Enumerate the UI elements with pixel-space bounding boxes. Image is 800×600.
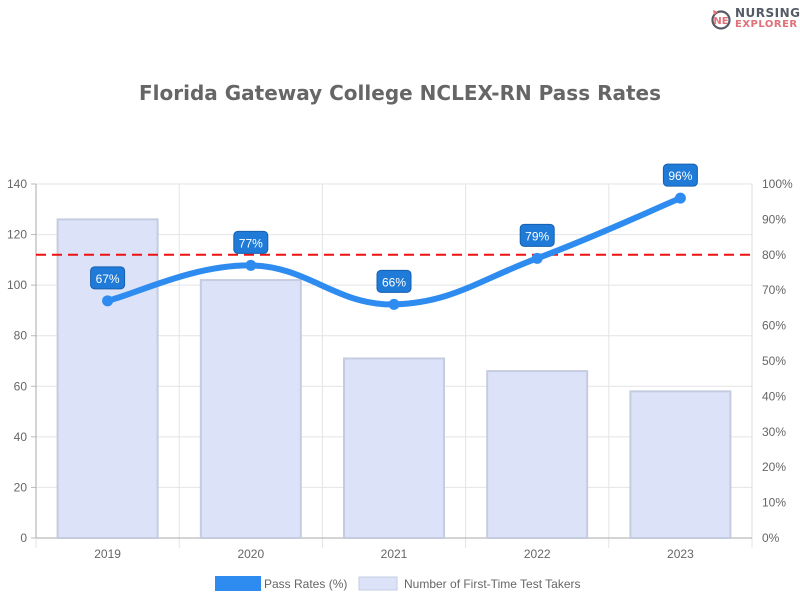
y-left-tick-label: 40 [14, 430, 28, 444]
data-label-box [376, 269, 412, 293]
legend-label-pass-rates: Pass Rates (%) [264, 577, 347, 591]
pass-rate-point [102, 295, 114, 307]
data-label-box [662, 163, 698, 187]
pass-rate-point [245, 259, 257, 271]
y-left-tick-label: 60 [14, 379, 28, 393]
y-right-tick-label: 90% [762, 212, 786, 226]
logo-line1: NURSING [735, 6, 800, 20]
y-right-tick-label: 60% [762, 319, 786, 333]
y-left-tick-label: 20 [14, 480, 28, 494]
x-tick-label: 2023 [667, 547, 694, 561]
data-label-box [90, 266, 126, 290]
data-label: 77% [239, 236, 263, 250]
logo-line2: EXPLORER [735, 19, 798, 30]
y-right-tick-label: 30% [762, 425, 786, 439]
y-left-tick-label: 120 [7, 228, 27, 242]
legend-swatch-test-takers [358, 576, 398, 591]
y-right-tick-label: 10% [762, 496, 786, 510]
bar [486, 370, 589, 539]
y-left-tick-label: 0 [20, 531, 27, 545]
data-label: 66% [382, 275, 406, 289]
y-right-tick-label: 0% [762, 531, 780, 545]
data-label: 79% [525, 229, 549, 243]
x-tick-label: 2022 [524, 547, 551, 561]
data-label-box [233, 230, 269, 254]
y-left-tick-label: 140 [7, 177, 27, 191]
y-left-tick-label: 80 [14, 329, 28, 343]
y-right-tick-label: 20% [762, 460, 786, 474]
logo-icon: NE [711, 10, 731, 30]
nursing-explorer-logo: NE NURSING EXPLORER [710, 6, 800, 30]
legend-swatch-pass-rates [215, 576, 261, 591]
bar [343, 357, 445, 539]
y-right-tick-label: 80% [762, 248, 786, 262]
x-tick-label: 2020 [237, 547, 264, 561]
y-left-tick-label: 100 [7, 278, 27, 292]
x-tick-label: 2021 [381, 547, 408, 561]
bar [199, 279, 302, 539]
pass-rate-point [674, 192, 686, 204]
data-label: 67% [96, 272, 120, 286]
legend-label-test-takers: Number of First-Time Test Takers [404, 577, 580, 591]
x-tick-label: 2019 [94, 547, 121, 561]
bar [629, 390, 732, 540]
data-label: 96% [668, 169, 692, 183]
pass-rate-point [531, 252, 543, 264]
chart-title: Florida Gateway College NCLEX-RN Pass Ra… [139, 81, 661, 105]
pass-rate-point [388, 298, 400, 310]
y-right-tick-label: 100% [762, 177, 793, 191]
y-right-tick-label: 50% [762, 354, 786, 368]
y-right-tick-label: 40% [762, 389, 786, 403]
data-label-box [519, 223, 555, 247]
y-right-tick-label: 70% [762, 283, 786, 297]
svg-text:NE: NE [713, 16, 728, 27]
